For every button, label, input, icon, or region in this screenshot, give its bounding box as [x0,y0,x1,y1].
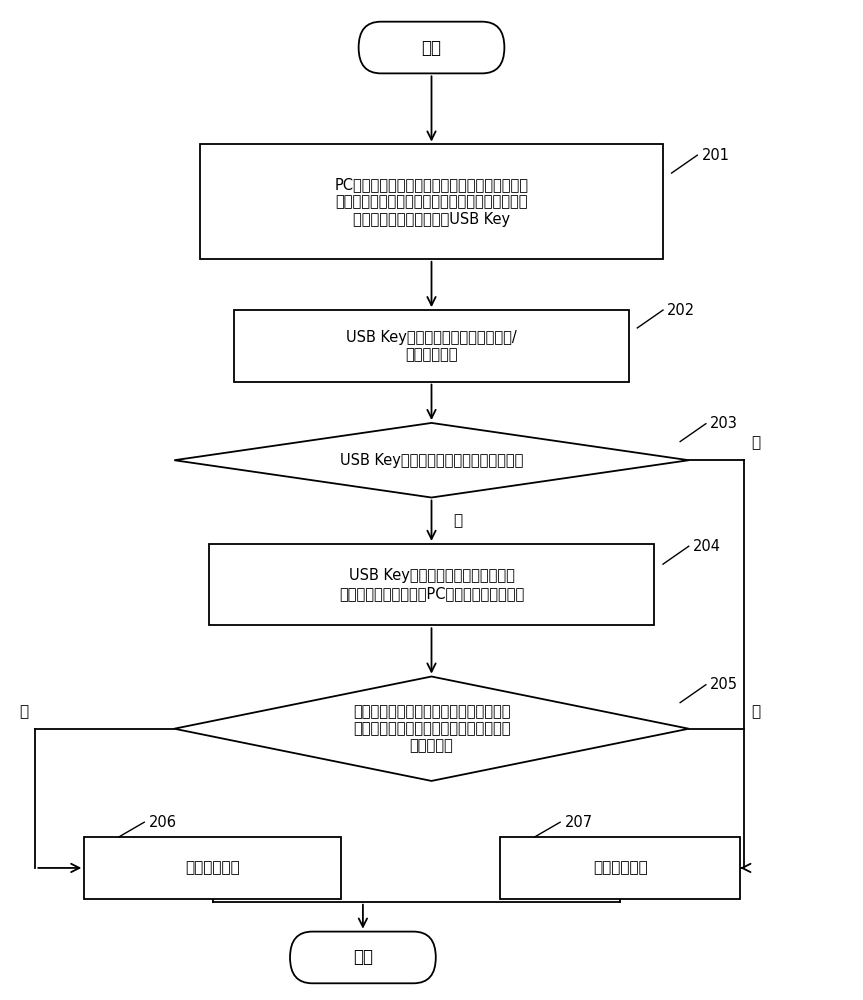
Polygon shape [174,423,689,498]
FancyBboxPatch shape [359,22,504,73]
Text: 205: 205 [710,677,738,692]
Text: 否: 否 [752,704,760,719]
Bar [85,837,342,899]
Bar [200,144,663,259]
Text: 201: 201 [702,148,729,163]
Text: 中止本次交易: 中止本次交易 [593,860,647,875]
Text: 是: 是 [19,704,28,719]
Text: 结束: 结束 [353,948,373,966]
Text: USB Key将接收到的疑点记录显示和/
或播放给用户: USB Key将接收到的疑点记录显示和/ 或播放给用户 [346,330,517,362]
FancyBboxPatch shape [290,932,436,983]
Text: 204: 204 [693,539,721,554]
Polygon shape [174,677,689,781]
Text: 203: 203 [710,416,738,431]
Text: 是: 是 [453,513,462,528]
Text: 否: 否 [752,435,760,450]
Text: 202: 202 [667,303,696,318]
Text: 207: 207 [564,815,593,830]
Text: 完成本次交易: 完成本次交易 [186,860,240,875]
Text: 后台服务器提取交易报文中的疑点记录，
并据此针对接收到的签名后的数据校验签
名是否正确: 后台服务器提取交易报文中的疑点记录， 并据此针对接收到的签名后的数据校验签 名是… [353,704,510,754]
Text: 开始: 开始 [421,39,442,57]
Text: PC机接收用户输入的交易信息，根据所述交易信
息生成交易报文发送给后台服务器，并提取该交易
报文中的疑点记录发送给USB Key: PC机接收用户输入的交易信息，根据所述交易信 息生成交易报文发送给后台服务器，并… [335,177,528,227]
Text: 206: 206 [148,815,177,830]
Bar [500,837,740,899]
Text: USB Key对疑点记录进行签名处理，
并将签名后的数据通过PC机发送给后台服务器: USB Key对疑点记录进行签名处理， 并将签名后的数据通过PC机发送给后台服务… [339,568,524,601]
Text: USB Key确定是否接收到用户的确认信息: USB Key确定是否接收到用户的确认信息 [340,453,523,468]
Bar [209,544,654,625]
Bar [234,310,629,382]
